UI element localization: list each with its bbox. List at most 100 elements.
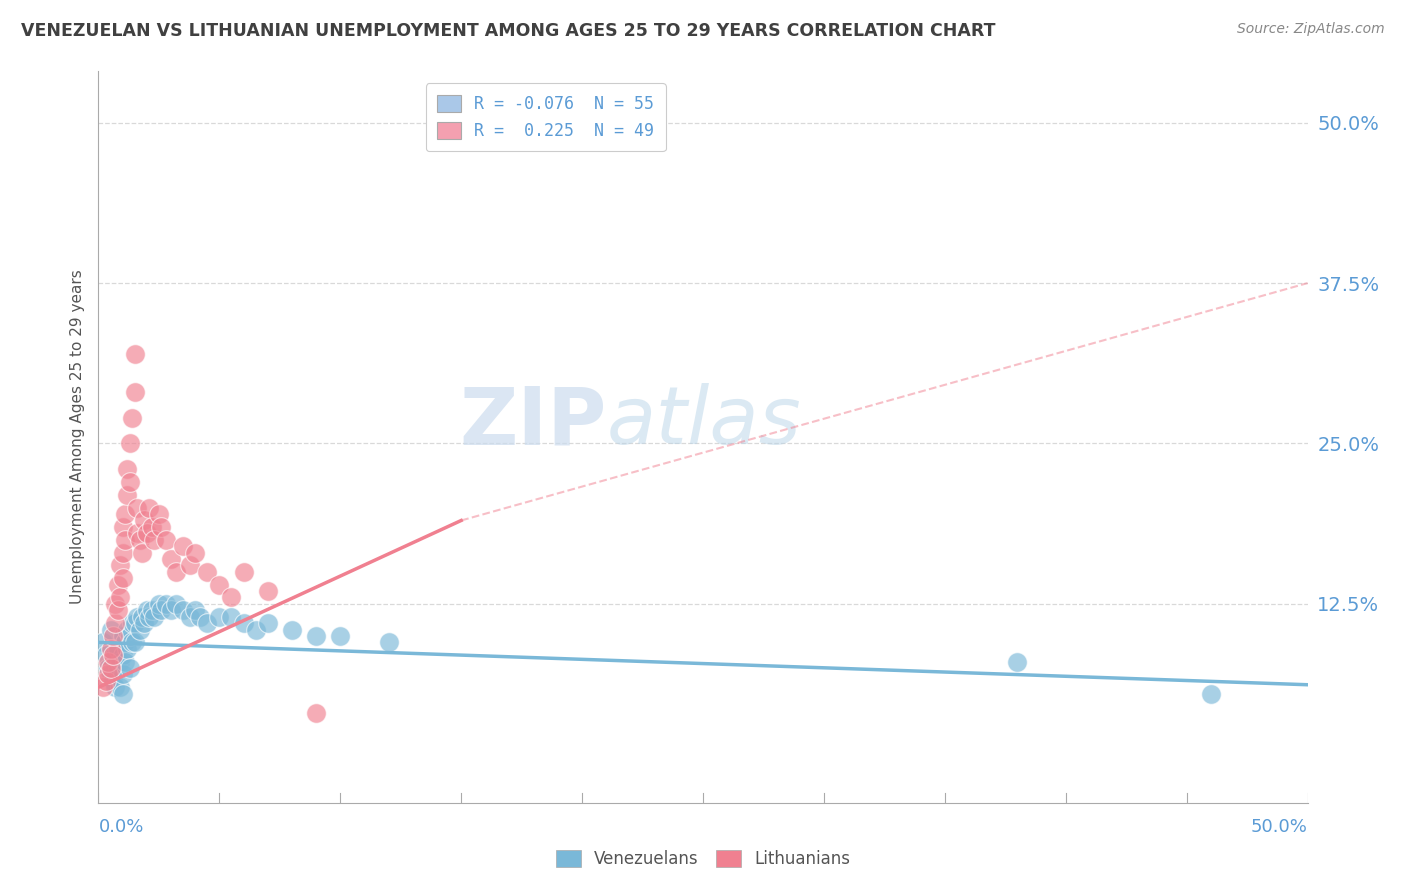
Point	[108, 655, 131, 669]
Point	[160, 603, 183, 617]
Point	[138, 500, 160, 515]
Point	[305, 629, 328, 643]
Point	[101, 673, 124, 688]
Point	[101, 648, 124, 663]
Point	[172, 539, 194, 553]
Point	[91, 635, 114, 649]
Point	[256, 616, 278, 631]
Text: atlas: atlas	[606, 384, 801, 461]
Text: 50.0%: 50.0%	[1251, 818, 1308, 836]
Point	[97, 667, 120, 681]
Point	[117, 641, 139, 656]
Point	[221, 609, 243, 624]
Point	[172, 603, 194, 617]
Point	[104, 648, 127, 663]
Point	[221, 591, 243, 605]
Point	[91, 681, 114, 695]
Point	[111, 571, 134, 585]
Point	[117, 623, 139, 637]
Point	[329, 629, 352, 643]
Point	[118, 436, 141, 450]
Point	[155, 597, 177, 611]
Point	[118, 661, 141, 675]
Point	[121, 410, 143, 425]
Point	[124, 616, 146, 631]
Text: ZIP: ZIP	[458, 384, 606, 461]
Point	[118, 629, 141, 643]
Point	[100, 641, 122, 656]
Point	[107, 641, 129, 656]
Point	[148, 597, 170, 611]
Point	[128, 623, 150, 637]
Point	[305, 706, 328, 720]
Point	[127, 609, 149, 624]
Point	[143, 609, 166, 624]
Point	[114, 635, 136, 649]
Point	[232, 616, 254, 631]
Point	[114, 655, 136, 669]
Point	[160, 552, 183, 566]
Point	[124, 635, 146, 649]
Point	[141, 603, 163, 617]
Point	[245, 623, 267, 637]
Point	[281, 623, 304, 637]
Text: Source: ZipAtlas.com: Source: ZipAtlas.com	[1237, 22, 1385, 37]
Point	[111, 629, 134, 643]
Point	[1007, 655, 1029, 669]
Point	[100, 661, 122, 675]
Point	[124, 346, 146, 360]
Point	[138, 609, 160, 624]
Point	[208, 577, 231, 591]
Point	[184, 603, 207, 617]
Point	[141, 520, 163, 534]
Point	[179, 558, 201, 573]
Point	[165, 565, 187, 579]
Point	[114, 507, 136, 521]
Point	[188, 609, 211, 624]
Point	[256, 584, 278, 599]
Point	[134, 616, 156, 631]
Point	[121, 635, 143, 649]
Point	[135, 526, 157, 541]
Point	[107, 661, 129, 675]
Point	[131, 609, 153, 624]
Point	[108, 591, 131, 605]
Point	[165, 597, 187, 611]
Point	[107, 603, 129, 617]
Y-axis label: Unemployment Among Ages 25 to 29 years: Unemployment Among Ages 25 to 29 years	[69, 269, 84, 605]
Legend: Venezuelans, Lithuanians: Venezuelans, Lithuanians	[550, 843, 856, 875]
Point	[150, 520, 173, 534]
Text: VENEZUELAN VS LITHUANIAN UNEMPLOYMENT AMONG AGES 25 TO 29 YEARS CORRELATION CHAR: VENEZUELAN VS LITHUANIAN UNEMPLOYMENT AM…	[21, 22, 995, 40]
Point	[111, 648, 134, 663]
Point	[127, 500, 149, 515]
Point	[97, 661, 120, 675]
Legend: R = -0.076  N = 55, R =  0.225  N = 49: R = -0.076 N = 55, R = 0.225 N = 49	[426, 83, 666, 152]
Point	[124, 385, 146, 400]
Point	[155, 533, 177, 547]
Point	[148, 507, 170, 521]
Point	[134, 514, 156, 528]
Point	[184, 545, 207, 559]
Point	[195, 565, 218, 579]
Point	[104, 681, 127, 695]
Point	[107, 577, 129, 591]
Point	[127, 526, 149, 541]
Point	[111, 545, 134, 559]
Point	[100, 667, 122, 681]
Point	[128, 533, 150, 547]
Point	[94, 648, 117, 663]
Point	[195, 616, 218, 631]
Point	[104, 597, 127, 611]
Point	[377, 635, 399, 649]
Point	[150, 603, 173, 617]
Point	[208, 609, 231, 624]
Point	[179, 609, 201, 624]
Point	[118, 475, 141, 489]
Point	[108, 681, 131, 695]
Point	[100, 623, 122, 637]
Point	[232, 565, 254, 579]
Point	[111, 687, 134, 701]
Point	[121, 616, 143, 631]
Point	[1199, 687, 1222, 701]
Point	[104, 616, 127, 631]
